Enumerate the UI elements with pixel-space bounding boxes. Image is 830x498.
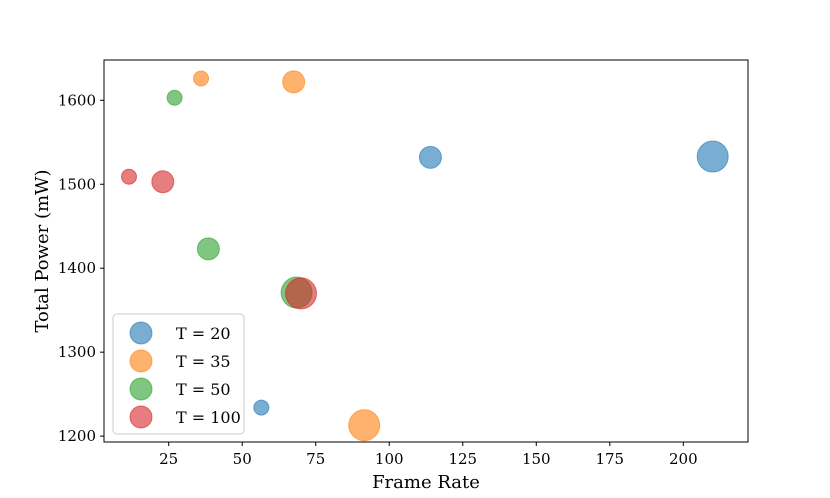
x-tick-label: 100 xyxy=(375,450,404,468)
point-t100-2 xyxy=(285,277,318,310)
point-t20-1 xyxy=(418,145,442,169)
plot-frame xyxy=(103,59,749,443)
legend-label: T = 50 xyxy=(176,380,231,399)
legend-label: T = 35 xyxy=(176,352,231,371)
point-t35-0 xyxy=(193,70,210,87)
point-t20-0 xyxy=(253,399,270,416)
y-tick-label: 1200 xyxy=(58,427,96,445)
y-tick-label: 1600 xyxy=(58,91,96,109)
legend-label: T = 100 xyxy=(176,408,241,427)
x-tick-label: 150 xyxy=(522,450,551,468)
x-axis-label: Frame Rate xyxy=(372,472,480,493)
x-tick-label: 25 xyxy=(159,450,178,468)
legend-marker xyxy=(129,405,153,429)
y-tick-label: 1300 xyxy=(58,343,96,361)
y-tick-label: 1500 xyxy=(58,175,96,193)
point-t35-2 xyxy=(348,409,381,442)
legend-label: T = 20 xyxy=(176,324,231,343)
legend-marker xyxy=(129,377,153,401)
point-t50-0 xyxy=(166,89,183,106)
point-t50-1 xyxy=(196,237,220,261)
point-t20-2 xyxy=(696,140,729,173)
y-axis-label: Total Power (mW) xyxy=(32,169,53,332)
y-axis-ticks: 1200 1300 1400 1500 1600 xyxy=(58,91,104,445)
point-t35-1 xyxy=(282,70,306,94)
legend-box xyxy=(112,313,245,435)
point-t100-0 xyxy=(120,168,137,185)
x-axis-ticks: 25 50 75 100 125 150 175 200 xyxy=(159,442,698,468)
legend-marker xyxy=(129,321,153,345)
x-tick-label: 125 xyxy=(448,450,477,468)
y-tick-label: 1400 xyxy=(58,259,96,277)
x-tick-label: 50 xyxy=(233,450,252,468)
plot-marks xyxy=(120,70,729,442)
legend-marker xyxy=(129,349,153,373)
x-tick-label: 200 xyxy=(669,450,698,468)
point-t100-1 xyxy=(151,170,175,194)
x-tick-label: 75 xyxy=(306,450,325,468)
x-tick-label: 175 xyxy=(595,450,624,468)
legend: T = 20 T = 35 T = 50 T = 100 xyxy=(112,313,245,435)
